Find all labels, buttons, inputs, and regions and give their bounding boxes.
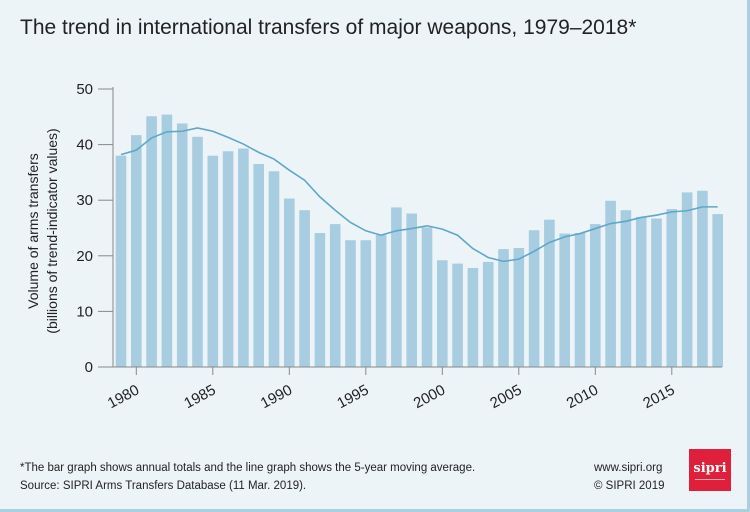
y-axis-label-units: (billions of trend-indicator values) [44,128,60,333]
bar-1995 [360,240,372,367]
bar-1994 [345,240,356,367]
bar-1982 [161,114,173,368]
footnote: *The bar graph shows annual totals and t… [20,462,476,474]
bar-1988 [253,164,264,367]
bar-1989 [268,171,280,367]
bar-2009 [574,233,586,367]
y-axis-label: Volume of arms transfers [25,153,41,309]
bar-1993 [329,224,341,367]
x-tick-label-1980: 1980 [105,382,142,413]
x-tick-label-2010: 2010 [564,382,601,413]
bar-2015 [666,209,678,367]
y-tick-label-20: 20 [76,248,93,265]
bar-2012 [620,210,632,367]
y-tick-label-10: 10 [76,303,93,320]
copyright: © SIPRI 2019 [594,480,665,492]
bar-1997 [391,207,402,367]
bar-2005 [513,248,525,367]
x-tick-label-1990: 1990 [258,382,295,413]
bar-1986 [222,151,234,367]
bar-2007 [544,219,555,367]
bar-1992 [314,233,326,367]
bar-2010 [590,224,601,367]
y-tick-label-50: 50 [76,81,93,98]
bar-1985 [207,155,219,367]
bar-1979 [115,155,127,367]
x-tick-label-2000: 2000 [411,382,448,413]
bar-2011 [605,200,616,367]
x-tick-label-2015: 2015 [640,382,677,413]
bar-2003 [482,261,494,367]
bar-1991 [299,210,310,367]
bar-2000 [437,260,448,367]
bar-2014 [651,218,662,367]
bar-2013 [635,216,647,367]
source-note: Source: SIPRI Arms Transfers Database (1… [20,480,307,492]
sipri-logo: sipri [689,449,731,491]
y-tick-label-30: 30 [76,192,93,209]
bar-2016 [681,192,693,367]
bar-2018 [712,214,723,367]
bar-1987 [238,148,249,367]
website-link[interactable]: www.sipri.org [594,462,663,474]
bar-2002 [467,268,479,367]
moving-average-line [120,127,718,263]
bar-1999 [421,227,433,367]
x-tick-label-1995: 1995 [334,382,371,413]
bar-1998 [406,213,417,367]
x-tick-label-1985: 1985 [181,382,218,413]
x-tick-label-2005: 2005 [487,382,524,413]
y-tick-label-40: 40 [76,137,93,154]
bar-2006 [528,230,540,367]
bar-2001 [452,263,463,367]
bar-1984 [192,136,203,367]
bar-1990 [284,198,295,367]
chart-title: The trend in international transfers of … [20,16,637,39]
y-tick-label-0: 0 [85,359,93,376]
bar-1981 [146,116,157,367]
bar-1996 [375,234,387,367]
bar-1983 [176,123,188,367]
bar-1980 [131,135,142,367]
bar-2017 [697,190,708,367]
bar-2004 [498,249,509,367]
bar-2008 [559,233,570,367]
